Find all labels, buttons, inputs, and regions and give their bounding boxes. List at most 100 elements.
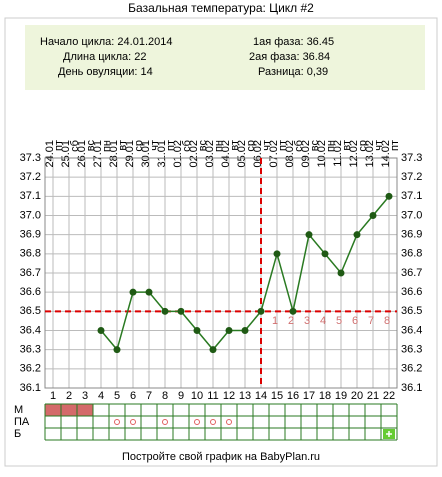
x-tick-label: 22 bbox=[383, 390, 395, 402]
weekday-label: сб bbox=[293, 140, 305, 152]
temperature-point bbox=[113, 346, 121, 354]
weekday-label: пн bbox=[101, 140, 113, 152]
plus-icon bbox=[386, 431, 392, 437]
info-text: Длина цикла: 22 bbox=[63, 51, 147, 63]
temperature-point bbox=[209, 346, 217, 354]
luteal-day-label: 5 bbox=[336, 315, 342, 327]
temperature-point bbox=[305, 231, 313, 239]
date-label: 30.01 bbox=[140, 140, 152, 168]
date-label: 01.02 bbox=[172, 140, 184, 168]
luteal-day-label: 8 bbox=[384, 315, 390, 327]
date-label: 29.01 bbox=[124, 140, 136, 168]
date-label: 03.02 bbox=[204, 140, 216, 168]
y-tick-label: 37.1 bbox=[401, 190, 422, 202]
x-tick-label: 8 bbox=[162, 390, 168, 402]
temperature-point bbox=[177, 307, 185, 315]
weekday-label: сб bbox=[69, 140, 81, 152]
date-label: 24.01 bbox=[44, 140, 56, 168]
x-tick-label: 17 bbox=[303, 390, 315, 402]
date-label: 04.02 bbox=[220, 140, 232, 168]
x-tick-label: 1 bbox=[50, 390, 56, 402]
x-tick-label: 20 bbox=[351, 390, 363, 402]
x-tick-label: 2 bbox=[66, 390, 72, 402]
x-tick-label: 6 bbox=[130, 390, 136, 402]
row-label: Б bbox=[14, 428, 21, 440]
x-tick-label: 15 bbox=[271, 390, 283, 402]
y-tick-label: 36.7 bbox=[401, 267, 422, 279]
date-label: 12.02 bbox=[348, 140, 360, 168]
x-tick-label: 12 bbox=[223, 390, 235, 402]
x-tick-label: 21 bbox=[367, 390, 379, 402]
temperature-point bbox=[241, 327, 249, 334]
y-tick-label: 36.9 bbox=[401, 229, 422, 241]
y-tick-label: 37.1 bbox=[20, 190, 41, 202]
luteal-day-label: 2 bbox=[288, 315, 294, 327]
weekday-label: вт bbox=[117, 140, 129, 151]
footer: Постройте свой график на BabyPlan.ru bbox=[122, 451, 320, 463]
info-text: День овуляции: 14 bbox=[58, 66, 153, 78]
x-tick-label: 13 bbox=[239, 390, 251, 402]
temperature-point bbox=[337, 269, 345, 277]
y-tick-label: 36.2 bbox=[401, 363, 422, 375]
weekday-label: пт bbox=[389, 140, 401, 151]
x-tick-label: 3 bbox=[82, 390, 88, 402]
y-tick-label: 36.9 bbox=[20, 229, 41, 241]
x-tick-label: 9 bbox=[178, 390, 184, 402]
y-tick-label: 36.7 bbox=[20, 267, 41, 279]
luteal-day-label: 4 bbox=[320, 315, 326, 327]
weekday-label: вт bbox=[229, 140, 241, 151]
date-label: 09.02 bbox=[300, 140, 312, 168]
intercourse-mark bbox=[162, 419, 168, 425]
luteal-day-label: 1 bbox=[272, 315, 278, 327]
temperature-point bbox=[193, 327, 201, 334]
luteal-day-label: 3 bbox=[304, 315, 310, 327]
luteal-day-label: 6 bbox=[352, 315, 358, 327]
y-tick-label: 36.4 bbox=[20, 324, 41, 336]
date-label: 13.02 bbox=[364, 140, 376, 168]
weekday-label: ср bbox=[133, 140, 145, 152]
y-tick-label: 37.0 bbox=[401, 209, 422, 221]
y-tick-label: 36.5 bbox=[401, 305, 422, 317]
temperature-point bbox=[145, 288, 153, 296]
y-tick-label: 36.8 bbox=[401, 248, 422, 260]
date-label: 11.02 bbox=[332, 140, 344, 167]
temperature-point bbox=[161, 307, 169, 315]
temperature-point bbox=[97, 327, 105, 334]
y-tick-label: 36.1 bbox=[20, 382, 41, 394]
info-text: 2ая фаза: 36.84 bbox=[249, 51, 330, 63]
x-tick-label: 7 bbox=[146, 390, 152, 402]
intercourse-mark bbox=[114, 419, 120, 425]
menstruation-cell bbox=[61, 404, 77, 416]
y-tick-label: 37.3 bbox=[401, 152, 422, 164]
weekday-label: пт bbox=[277, 140, 289, 151]
y-tick-label: 36.4 bbox=[401, 324, 422, 336]
temperature-point bbox=[273, 250, 281, 258]
y-tick-label: 37.0 bbox=[20, 209, 41, 221]
y-tick-label: 36.6 bbox=[401, 286, 422, 298]
temperature-point bbox=[369, 212, 377, 219]
weekday-label: чт bbox=[149, 140, 161, 151]
temperature-point bbox=[225, 327, 233, 334]
temperature-point bbox=[321, 250, 329, 258]
y-tick-label: 37.2 bbox=[20, 171, 41, 183]
temperature-point bbox=[257, 307, 265, 315]
date-label: 07.02 bbox=[268, 140, 280, 168]
info-text: 1ая фаза: 36.45 bbox=[253, 36, 334, 48]
info-box bbox=[25, 25, 425, 90]
y-tick-label: 36.5 bbox=[20, 305, 41, 317]
x-tick-label: 18 bbox=[319, 390, 331, 402]
x-tick-label: 19 bbox=[335, 390, 347, 402]
y-tick-label: 36.6 bbox=[20, 286, 41, 298]
temperature-point bbox=[129, 288, 137, 296]
weekday-label: вс bbox=[197, 140, 209, 152]
date-label: 28.01 bbox=[108, 140, 120, 168]
x-tick-label: 11 bbox=[207, 390, 218, 402]
x-tick-label: 4 bbox=[98, 390, 104, 402]
menstruation-cell bbox=[45, 404, 61, 416]
weekday-label: сб bbox=[181, 140, 193, 152]
frame bbox=[4, 17, 438, 467]
date-label: 08.02 bbox=[284, 140, 296, 168]
x-tick-label: 5 bbox=[114, 390, 120, 402]
weekday-label: вс bbox=[309, 140, 321, 152]
weekday-label: пт bbox=[165, 140, 177, 151]
